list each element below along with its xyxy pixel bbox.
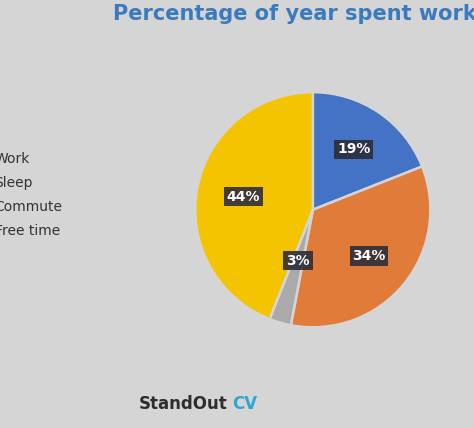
Text: 44%: 44%	[227, 190, 260, 203]
Text: 19%: 19%	[337, 143, 371, 157]
Wedge shape	[195, 92, 313, 319]
Text: CV: CV	[232, 395, 257, 413]
Text: StandOut: StandOut	[139, 395, 228, 413]
Wedge shape	[270, 210, 313, 325]
Text: 34%: 34%	[352, 249, 386, 263]
Text: 3%: 3%	[286, 253, 310, 268]
Title: Percentage of year spent working: Percentage of year spent working	[112, 4, 474, 24]
Legend: Work, Sleep, Commute, Free time: Work, Sleep, Commute, Free time	[0, 147, 68, 243]
Wedge shape	[291, 166, 430, 327]
Wedge shape	[313, 92, 422, 210]
